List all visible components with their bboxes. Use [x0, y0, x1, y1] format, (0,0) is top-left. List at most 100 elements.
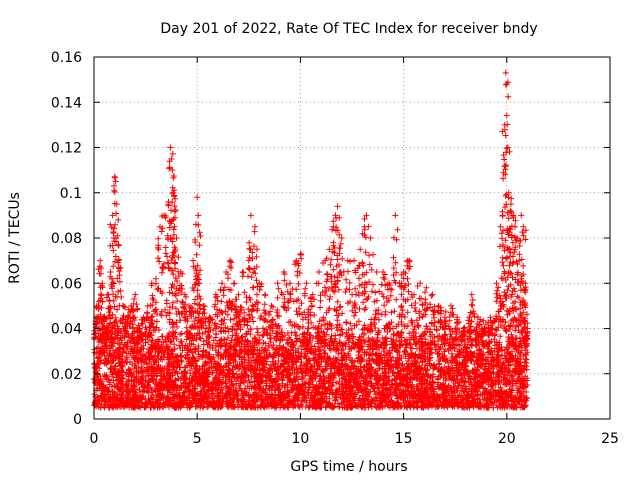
y-tick-label: 0.06	[51, 276, 82, 292]
data-point	[454, 314, 461, 321]
data-point	[357, 246, 364, 253]
data-point	[400, 268, 407, 275]
data-point	[181, 291, 188, 298]
y-tick-label: 0.04	[51, 322, 82, 338]
x-tick-label: 15	[395, 431, 413, 447]
data-point	[169, 167, 176, 174]
data-point	[351, 257, 358, 264]
data-point	[190, 257, 197, 264]
data-point	[386, 280, 393, 287]
data-point	[423, 284, 430, 291]
data-point	[99, 280, 106, 287]
baseline-scatter-points	[91, 79, 531, 411]
chart-title: Day 201 of 2022, Rate Of TEC Index for r…	[160, 21, 537, 37]
data-point	[107, 268, 114, 275]
data-point	[516, 257, 523, 264]
y-tick-label: 0.02	[51, 367, 82, 383]
data-point	[435, 302, 442, 309]
data-point	[518, 212, 525, 219]
data-point	[417, 280, 424, 287]
y-tick-label: 0.16	[51, 50, 82, 66]
data-point	[474, 314, 481, 321]
data-point	[509, 212, 516, 219]
data-point	[148, 280, 155, 287]
data-point	[171, 223, 178, 230]
data-point	[448, 302, 455, 309]
data-point	[200, 302, 207, 309]
data-point	[522, 280, 529, 287]
data-point	[520, 223, 527, 230]
x-axis-label: GPS time / hours	[290, 459, 407, 475]
data-point	[503, 81, 510, 88]
data-points	[91, 69, 531, 411]
data-point	[105, 291, 112, 298]
data-point	[514, 235, 521, 241]
data-point	[303, 280, 310, 287]
data-point	[124, 314, 131, 321]
data-point	[152, 275, 159, 282]
data-point	[504, 144, 511, 151]
data-point	[251, 223, 258, 230]
data-point	[404, 257, 411, 264]
data-point	[373, 268, 380, 275]
data-point	[112, 178, 119, 185]
data-point	[239, 268, 246, 275]
data-point	[177, 268, 184, 275]
data-point	[344, 257, 351, 264]
data-point	[113, 201, 120, 208]
data-point	[481, 325, 488, 332]
data-point	[332, 212, 339, 219]
data-point	[262, 291, 269, 298]
data-point	[501, 121, 508, 128]
data-point	[334, 203, 341, 210]
data-point	[119, 302, 126, 309]
data-point	[499, 212, 506, 219]
data-point	[245, 257, 252, 264]
data-point	[322, 257, 329, 264]
data-point	[502, 69, 509, 76]
y-tick-label: 0.08	[51, 231, 82, 247]
data-point	[361, 223, 368, 230]
data-point	[256, 280, 263, 287]
data-point	[505, 189, 512, 196]
data-point	[157, 223, 164, 230]
x-tick-label: 5	[193, 431, 202, 447]
x-tick-label: 25	[601, 431, 619, 447]
data-point	[128, 302, 135, 309]
data-point	[367, 235, 374, 241]
data-point	[338, 235, 345, 241]
data-point	[161, 212, 168, 219]
x-tick-label: 20	[498, 431, 516, 447]
data-point	[315, 268, 322, 275]
data-point	[468, 291, 475, 298]
data-point	[132, 291, 139, 298]
data-point	[185, 302, 192, 309]
y-tick-label: 0.14	[51, 95, 82, 111]
data-point	[115, 257, 122, 264]
y-tick-label: 0	[73, 412, 82, 428]
data-point	[136, 325, 143, 332]
data-point	[297, 250, 304, 257]
data-point	[140, 314, 147, 321]
data-point	[168, 155, 175, 162]
data-point	[287, 280, 294, 287]
data-point	[487, 314, 494, 321]
data-point	[441, 314, 448, 321]
data-point	[326, 246, 333, 253]
data-point	[111, 173, 118, 180]
data-point	[268, 302, 275, 309]
data-point	[466, 314, 473, 321]
data-point	[196, 280, 203, 287]
data-point	[95, 302, 102, 309]
data-point	[293, 257, 300, 264]
data-point	[280, 268, 287, 275]
data-point	[231, 280, 238, 287]
x-tick-label: 0	[90, 431, 99, 447]
data-point	[109, 212, 116, 219]
data-point	[524, 325, 531, 332]
axis-ticks: 0 0.02 0.04 0.06 0.08 0.1 0.12 0.14 0.16 0 5 10 15 20…	[51, 50, 619, 447]
data-point	[218, 280, 225, 287]
data-point	[170, 189, 177, 196]
data-point	[493, 280, 500, 287]
